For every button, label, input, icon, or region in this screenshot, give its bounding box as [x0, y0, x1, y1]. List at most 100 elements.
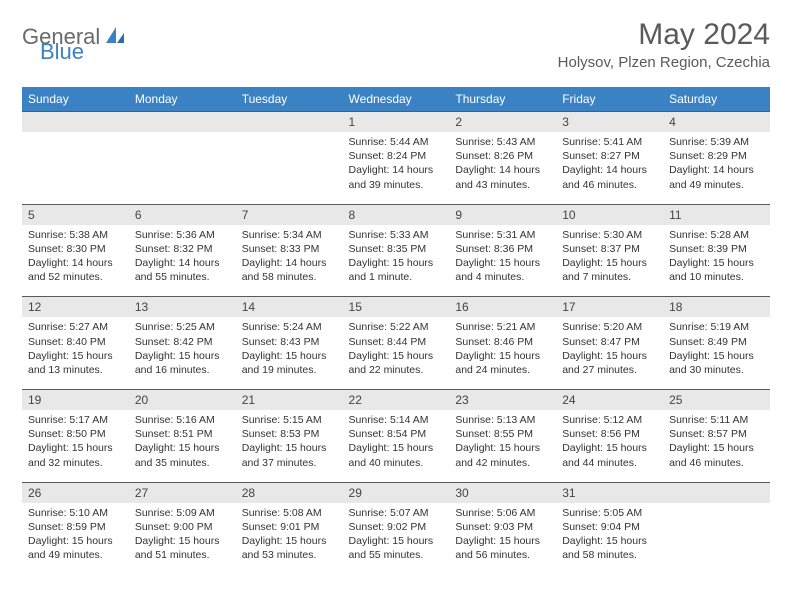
day-details: [22, 132, 129, 155]
location-text: Holysov, Plzen Region, Czechia: [558, 54, 770, 71]
daybody-row: Sunrise: 5:17 AMSunset: 8:50 PMDaylight:…: [22, 410, 770, 482]
day-number: 13: [129, 297, 236, 317]
day-cell-num: 15: [343, 297, 450, 318]
day-details: Sunrise: 5:15 AMSunset: 8:53 PMDaylight:…: [236, 410, 343, 476]
day-cell-num: 16: [449, 297, 556, 318]
day-number: [236, 112, 343, 132]
month-title: May 2024: [558, 18, 770, 52]
day-cell-body: Sunrise: 5:17 AMSunset: 8:50 PMDaylight:…: [22, 410, 129, 482]
day-details: Sunrise: 5:07 AMSunset: 9:02 PMDaylight:…: [343, 503, 450, 569]
day-details: Sunrise: 5:41 AMSunset: 8:27 PMDaylight:…: [556, 132, 663, 198]
day-number: 26: [22, 483, 129, 503]
daynum-row: 262728293031: [22, 482, 770, 503]
day-cell-body: Sunrise: 5:21 AMSunset: 8:46 PMDaylight:…: [449, 317, 556, 389]
day-details: Sunrise: 5:11 AMSunset: 8:57 PMDaylight:…: [663, 410, 770, 476]
day-number: 4: [663, 112, 770, 132]
day-number: 5: [22, 205, 129, 225]
day-details: Sunrise: 5:10 AMSunset: 8:59 PMDaylight:…: [22, 503, 129, 569]
day-number: 6: [129, 205, 236, 225]
weekday-header: Saturday: [663, 87, 770, 112]
day-cell-body: [129, 132, 236, 204]
calendar-table: Sunday Monday Tuesday Wednesday Thursday…: [22, 87, 770, 574]
day-details: Sunrise: 5:31 AMSunset: 8:36 PMDaylight:…: [449, 225, 556, 291]
day-cell-body: Sunrise: 5:36 AMSunset: 8:32 PMDaylight:…: [129, 225, 236, 297]
day-cell-body: Sunrise: 5:33 AMSunset: 8:35 PMDaylight:…: [343, 225, 450, 297]
day-details: Sunrise: 5:38 AMSunset: 8:30 PMDaylight:…: [22, 225, 129, 291]
day-cell-body: Sunrise: 5:43 AMSunset: 8:26 PMDaylight:…: [449, 132, 556, 204]
day-cell-num: 19: [22, 390, 129, 411]
day-details: Sunrise: 5:16 AMSunset: 8:51 PMDaylight:…: [129, 410, 236, 476]
daynum-row: 12131415161718: [22, 297, 770, 318]
day-cell-body: Sunrise: 5:08 AMSunset: 9:01 PMDaylight:…: [236, 503, 343, 575]
day-cell-num: 13: [129, 297, 236, 318]
day-cell-num: 9: [449, 204, 556, 225]
day-number: 11: [663, 205, 770, 225]
day-cell-body: Sunrise: 5:07 AMSunset: 9:02 PMDaylight:…: [343, 503, 450, 575]
day-number: 9: [449, 205, 556, 225]
day-number: 28: [236, 483, 343, 503]
day-cell-body: Sunrise: 5:31 AMSunset: 8:36 PMDaylight:…: [449, 225, 556, 297]
day-cell-num: 21: [236, 390, 343, 411]
day-cell-body: Sunrise: 5:09 AMSunset: 9:00 PMDaylight:…: [129, 503, 236, 575]
day-details: Sunrise: 5:24 AMSunset: 8:43 PMDaylight:…: [236, 317, 343, 383]
day-number: [129, 112, 236, 132]
day-cell-num: 30: [449, 482, 556, 503]
day-cell-body: Sunrise: 5:10 AMSunset: 8:59 PMDaylight:…: [22, 503, 129, 575]
day-cell-body: Sunrise: 5:39 AMSunset: 8:29 PMDaylight:…: [663, 132, 770, 204]
day-cell-body: [22, 132, 129, 204]
day-number: 22: [343, 390, 450, 410]
day-number: 14: [236, 297, 343, 317]
daynum-row: 567891011: [22, 204, 770, 225]
weekday-header: Thursday: [449, 87, 556, 112]
day-cell-body: Sunrise: 5:05 AMSunset: 9:04 PMDaylight:…: [556, 503, 663, 575]
day-cell-num: [236, 112, 343, 133]
day-cell-num: 10: [556, 204, 663, 225]
day-details: Sunrise: 5:06 AMSunset: 9:03 PMDaylight:…: [449, 503, 556, 569]
day-details: [129, 132, 236, 155]
day-number: 24: [556, 390, 663, 410]
day-details: Sunrise: 5:28 AMSunset: 8:39 PMDaylight:…: [663, 225, 770, 291]
day-number: 17: [556, 297, 663, 317]
day-cell-num: [129, 112, 236, 133]
day-cell-body: Sunrise: 5:25 AMSunset: 8:42 PMDaylight:…: [129, 317, 236, 389]
calendar-body: 1234 Sunrise: 5:44 AMSunset: 8:24 PMDayl…: [22, 112, 770, 575]
day-details: Sunrise: 5:14 AMSunset: 8:54 PMDaylight:…: [343, 410, 450, 476]
daybody-row: Sunrise: 5:10 AMSunset: 8:59 PMDaylight:…: [22, 503, 770, 575]
day-details: Sunrise: 5:12 AMSunset: 8:56 PMDaylight:…: [556, 410, 663, 476]
weekday-header: Tuesday: [236, 87, 343, 112]
day-cell-body: Sunrise: 5:15 AMSunset: 8:53 PMDaylight:…: [236, 410, 343, 482]
daybody-row: Sunrise: 5:44 AMSunset: 8:24 PMDaylight:…: [22, 132, 770, 204]
day-details: [236, 132, 343, 155]
day-cell-num: 12: [22, 297, 129, 318]
daybody-row: Sunrise: 5:38 AMSunset: 8:30 PMDaylight:…: [22, 225, 770, 297]
day-cell-body: Sunrise: 5:38 AMSunset: 8:30 PMDaylight:…: [22, 225, 129, 297]
day-details: Sunrise: 5:25 AMSunset: 8:42 PMDaylight:…: [129, 317, 236, 383]
day-number: 21: [236, 390, 343, 410]
weekday-header: Monday: [129, 87, 236, 112]
day-number: [663, 483, 770, 503]
day-cell-num: 24: [556, 390, 663, 411]
title-block: May 2024 Holysov, Plzen Region, Czechia: [558, 18, 770, 71]
day-number: 30: [449, 483, 556, 503]
day-cell-num: 25: [663, 390, 770, 411]
day-cell-num: [663, 482, 770, 503]
day-number: 27: [129, 483, 236, 503]
day-number: 12: [22, 297, 129, 317]
day-cell-body: Sunrise: 5:41 AMSunset: 8:27 PMDaylight:…: [556, 132, 663, 204]
logo-text-blue: Blue: [40, 39, 84, 65]
day-details: Sunrise: 5:19 AMSunset: 8:49 PMDaylight:…: [663, 317, 770, 383]
day-cell-body: Sunrise: 5:11 AMSunset: 8:57 PMDaylight:…: [663, 410, 770, 482]
daynum-row: 19202122232425: [22, 390, 770, 411]
day-details: Sunrise: 5:17 AMSunset: 8:50 PMDaylight:…: [22, 410, 129, 476]
day-number: 31: [556, 483, 663, 503]
day-details: Sunrise: 5:22 AMSunset: 8:44 PMDaylight:…: [343, 317, 450, 383]
day-cell-body: Sunrise: 5:20 AMSunset: 8:47 PMDaylight:…: [556, 317, 663, 389]
day-cell-num: 28: [236, 482, 343, 503]
day-cell-num: 18: [663, 297, 770, 318]
day-cell-num: 29: [343, 482, 450, 503]
day-number: 7: [236, 205, 343, 225]
day-cell-num: 5: [22, 204, 129, 225]
day-number: 20: [129, 390, 236, 410]
day-number: [22, 112, 129, 132]
day-details: Sunrise: 5:21 AMSunset: 8:46 PMDaylight:…: [449, 317, 556, 383]
